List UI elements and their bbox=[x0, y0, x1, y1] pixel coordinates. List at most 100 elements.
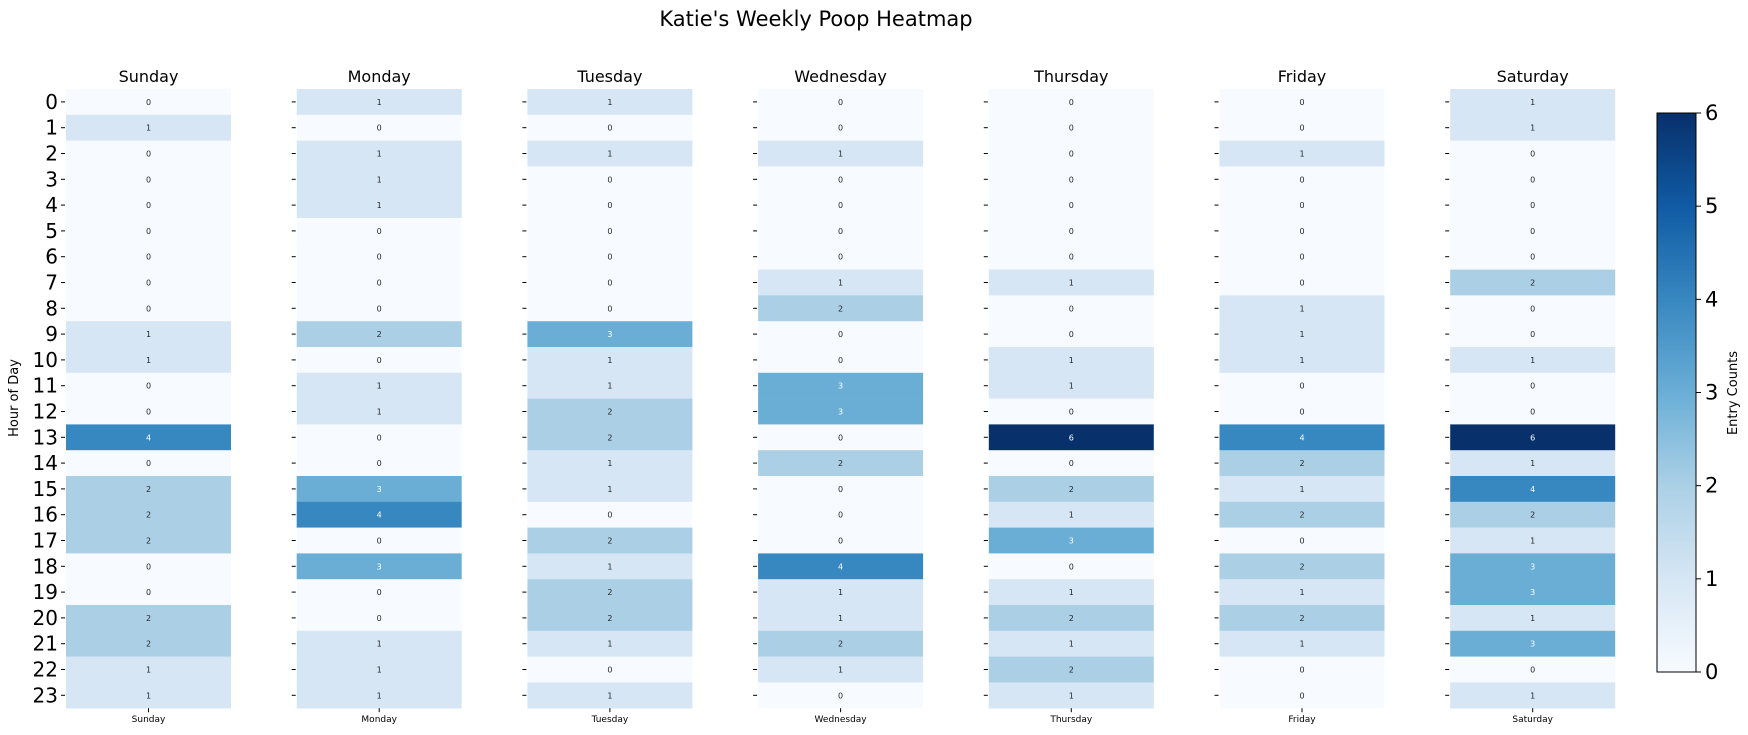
cell-value-label: 0 bbox=[1069, 459, 1074, 468]
cell-value-label: 2 bbox=[377, 330, 382, 339]
hour-tick-label: 15 bbox=[33, 477, 58, 501]
heatmap-cell bbox=[1219, 501, 1385, 528]
day-title: Sunday bbox=[119, 67, 179, 86]
cell-value-label: 0 bbox=[838, 537, 843, 546]
cell-value-label: 2 bbox=[1530, 279, 1535, 288]
hour-tick-label: 8 bbox=[45, 296, 58, 320]
heatmap-cell bbox=[296, 218, 462, 245]
heatmap-cell bbox=[988, 89, 1154, 116]
heatmap-cell bbox=[988, 140, 1154, 167]
heatmap-cell bbox=[1219, 89, 1385, 116]
heatmap-cell bbox=[758, 192, 924, 219]
heatmap-cell bbox=[758, 605, 924, 632]
heatmap-cell bbox=[1450, 89, 1616, 116]
heatmap-cell bbox=[1450, 527, 1616, 554]
x-tick-label: Saturday bbox=[1512, 715, 1553, 725]
colorbar-tick-label: 4 bbox=[1705, 287, 1718, 311]
cell-value-label: 0 bbox=[377, 124, 382, 133]
heatmap-cell bbox=[527, 166, 693, 193]
cell-value-label: 0 bbox=[1299, 253, 1304, 262]
colorbar-tick-label: 2 bbox=[1705, 474, 1718, 498]
cell-value-label: 1 bbox=[1299, 150, 1304, 159]
cell-value-label: 0 bbox=[146, 201, 151, 210]
panel-sunday: Sunday0011020304050607081911001101241301… bbox=[33, 67, 231, 725]
cell-value-label: 0 bbox=[1530, 201, 1535, 210]
heatmap-cell bbox=[758, 527, 924, 554]
heatmap-cell bbox=[1450, 476, 1616, 503]
x-tick-label: Tuesday bbox=[591, 715, 629, 725]
cell-value-label: 0 bbox=[146, 304, 151, 313]
heatmap-cell bbox=[758, 656, 924, 683]
heatmap-cell bbox=[296, 501, 462, 528]
cell-value-label: 3 bbox=[1069, 537, 1074, 546]
hour-tick-label: 4 bbox=[45, 193, 58, 217]
heatmap-cell bbox=[988, 682, 1154, 709]
heatmap-cell bbox=[1450, 166, 1616, 193]
heatmap-cell bbox=[1219, 243, 1385, 270]
heatmap-cell bbox=[66, 89, 231, 116]
heatmap-cell bbox=[296, 140, 462, 167]
cell-value-label: 0 bbox=[1069, 201, 1074, 210]
heatmap-cell bbox=[66, 269, 231, 296]
cell-value-label: 0 bbox=[838, 98, 843, 107]
heatmap-cell bbox=[1219, 295, 1385, 322]
heatmap-cell bbox=[1219, 192, 1385, 219]
cell-value-label: 3 bbox=[838, 382, 843, 391]
cell-value-label: 1 bbox=[1069, 382, 1074, 391]
cell-value-label: 3 bbox=[377, 485, 382, 494]
cell-value-label: 0 bbox=[1299, 201, 1304, 210]
cell-value-label: 3 bbox=[607, 330, 612, 339]
cell-value-label: 0 bbox=[838, 253, 843, 262]
cell-value-label: 0 bbox=[607, 253, 612, 262]
heatmap-cell bbox=[1450, 579, 1616, 606]
heatmap-cell bbox=[527, 114, 693, 141]
cell-value-label: 0 bbox=[377, 304, 382, 313]
hour-tick-label: 13 bbox=[33, 425, 58, 449]
heatmap-cell bbox=[1219, 114, 1385, 141]
cell-value-label: 2 bbox=[1530, 511, 1535, 520]
y-axis-label: Hour of Day bbox=[7, 359, 22, 437]
hour-tick-label: 18 bbox=[33, 554, 58, 578]
heatmap-cell bbox=[527, 243, 693, 270]
cell-value-label: 0 bbox=[1299, 279, 1304, 288]
heatmap-cell bbox=[1450, 682, 1616, 709]
cell-value-label: 0 bbox=[146, 279, 151, 288]
heatmap-cell bbox=[296, 656, 462, 683]
cell-value-label: 2 bbox=[146, 537, 151, 546]
heatmap-cell bbox=[66, 682, 231, 709]
heatmap-cell bbox=[527, 527, 693, 554]
cell-value-label: 0 bbox=[1299, 537, 1304, 546]
cell-value-label: 0 bbox=[607, 511, 612, 520]
cell-value-label: 0 bbox=[1069, 150, 1074, 159]
hour-tick-label: 19 bbox=[33, 580, 58, 604]
heatmap-cell bbox=[1219, 140, 1385, 167]
cell-value-label: 0 bbox=[377, 433, 382, 442]
heatmap-cell bbox=[1450, 605, 1616, 632]
heatmap-cell bbox=[1450, 295, 1616, 322]
colorbar-gradient bbox=[1656, 112, 1697, 673]
cell-value-label: 1 bbox=[377, 408, 382, 417]
cell-value-label: 1 bbox=[607, 562, 612, 571]
cell-value-label: 3 bbox=[1530, 588, 1535, 597]
heatmap-cell bbox=[1219, 372, 1385, 399]
cell-value-label: 0 bbox=[838, 691, 843, 700]
cell-value-label: 0 bbox=[838, 511, 843, 520]
heatmap-cell bbox=[758, 89, 924, 116]
heatmap-cell bbox=[66, 579, 231, 606]
day-title: Wednesday bbox=[794, 67, 887, 86]
heatmap-cell bbox=[1450, 321, 1616, 348]
cell-value-label: 1 bbox=[1530, 98, 1535, 107]
cell-value-label: 2 bbox=[838, 304, 843, 313]
heatmap-cell bbox=[1450, 218, 1616, 245]
cell-value-label: 0 bbox=[377, 253, 382, 262]
cell-value-label: 1 bbox=[377, 382, 382, 391]
cell-value-label: 0 bbox=[146, 227, 151, 236]
heatmap-cell bbox=[527, 218, 693, 245]
heatmap-cell bbox=[758, 372, 924, 399]
colorbar-tick-label: 0 bbox=[1705, 660, 1718, 684]
heatmap-cell bbox=[66, 347, 231, 374]
day-title: Thursday bbox=[1033, 67, 1108, 86]
cell-value-label: 2 bbox=[1299, 511, 1304, 520]
heatmap-cell bbox=[66, 527, 231, 554]
cell-value-label: 0 bbox=[838, 201, 843, 210]
